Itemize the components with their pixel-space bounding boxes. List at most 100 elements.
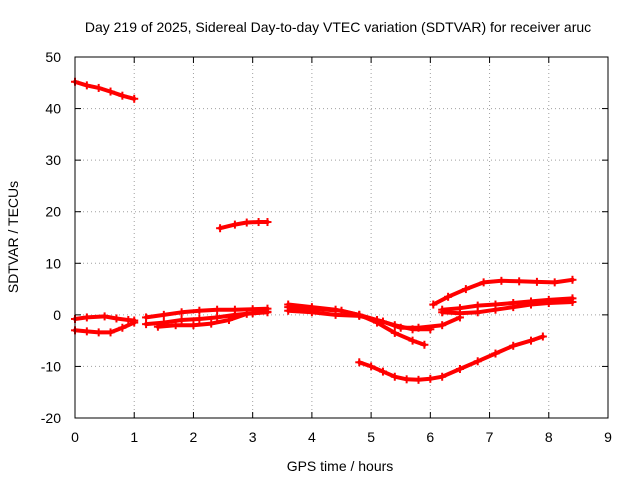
data-point	[444, 292, 453, 301]
data-point	[242, 309, 251, 318]
data-point	[82, 327, 91, 336]
x-tick-label: 9	[604, 429, 612, 445]
data-point	[373, 318, 382, 327]
data-point	[420, 340, 429, 349]
data-point	[82, 313, 91, 322]
data-point	[94, 328, 103, 337]
x-tick-label: 7	[486, 429, 494, 445]
series-line-s10	[286, 305, 427, 347]
data-point	[355, 310, 364, 319]
y-tick-label: -20	[41, 410, 61, 426]
data-point	[568, 297, 577, 306]
data-point	[94, 83, 103, 92]
data-point	[402, 375, 411, 384]
x-tick-label: 5	[367, 429, 375, 445]
data-point	[515, 277, 524, 286]
y-tick-label: 40	[45, 101, 61, 117]
data-point	[242, 218, 251, 227]
data-point	[414, 323, 423, 332]
data-point	[414, 375, 423, 384]
data-point	[112, 314, 121, 323]
data-point	[532, 277, 541, 286]
series-layer	[71, 77, 577, 384]
data-point	[527, 300, 536, 309]
data-point	[568, 275, 577, 284]
data-point	[207, 319, 216, 328]
y-tick-label: -10	[41, 358, 61, 374]
data-point	[159, 310, 168, 319]
data-point	[106, 87, 115, 96]
data-point	[367, 362, 376, 371]
x-axis-label: GPS time / hours	[287, 458, 394, 474]
data-point	[189, 321, 198, 330]
x-tick-label: 4	[308, 429, 316, 445]
data-point	[455, 365, 464, 374]
data-point	[142, 320, 151, 329]
data-point	[213, 313, 222, 322]
data-point	[153, 322, 162, 331]
data-point	[106, 328, 115, 337]
data-point	[355, 358, 364, 367]
data-point	[390, 328, 399, 337]
data-point	[216, 224, 225, 233]
data-point	[491, 305, 500, 314]
data-point	[429, 300, 438, 309]
x-tick-label: 0	[71, 429, 79, 445]
data-point	[263, 307, 272, 316]
data-point	[396, 323, 405, 332]
x-tick-label: 8	[545, 429, 553, 445]
data-point	[118, 91, 127, 100]
y-tick-label: 30	[45, 152, 61, 168]
data-point	[230, 220, 239, 229]
data-point	[378, 367, 387, 376]
data-point	[82, 81, 91, 90]
data-point	[284, 303, 293, 312]
data-point	[426, 374, 435, 383]
data-point	[118, 323, 127, 332]
data-point	[195, 306, 204, 315]
y-tick-label: 0	[53, 307, 61, 323]
x-tick-label: 2	[190, 429, 198, 445]
data-point	[461, 285, 470, 294]
data-point	[527, 336, 536, 345]
data-point	[550, 278, 559, 287]
data-point	[509, 303, 518, 312]
x-tick-label: 6	[426, 429, 434, 445]
data-point	[509, 341, 518, 350]
data-point	[390, 372, 399, 381]
data-point	[254, 218, 263, 227]
data-point	[491, 349, 500, 358]
y-axis-label: SDTVAR / TECUs	[5, 181, 21, 293]
data-point	[497, 276, 506, 285]
data-point	[130, 318, 139, 327]
data-point	[130, 94, 139, 103]
data-point	[473, 308, 482, 317]
data-point	[438, 321, 447, 330]
data-point	[100, 312, 109, 321]
data-point	[177, 308, 186, 317]
y-tick-label: 50	[45, 49, 61, 65]
data-point	[337, 306, 346, 315]
data-point	[307, 304, 316, 313]
chart-title: Day 219 of 2025, Sidereal Day-to-day VTE…	[85, 19, 591, 35]
y-tick-label: 10	[45, 255, 61, 271]
data-point	[142, 313, 151, 322]
data-point	[455, 309, 464, 318]
ticks: 0 1 2 3 4 5 6 7 8 9 -20 -10 0 10 20 30 40 50	[41, 49, 612, 445]
grid	[75, 57, 608, 418]
data-point	[213, 305, 222, 314]
data-point	[479, 278, 488, 287]
plot-frame	[74, 56, 609, 419]
data-point	[473, 301, 482, 310]
data-point	[544, 298, 553, 307]
x-tick-label: 3	[249, 429, 257, 445]
data-point	[195, 314, 204, 323]
data-point	[263, 218, 272, 227]
data-point	[438, 372, 447, 381]
data-point	[538, 332, 547, 341]
y-tick-label: 20	[45, 204, 61, 220]
data-point	[408, 336, 417, 345]
series-line-s11	[357, 334, 545, 382]
data-point	[473, 357, 482, 366]
